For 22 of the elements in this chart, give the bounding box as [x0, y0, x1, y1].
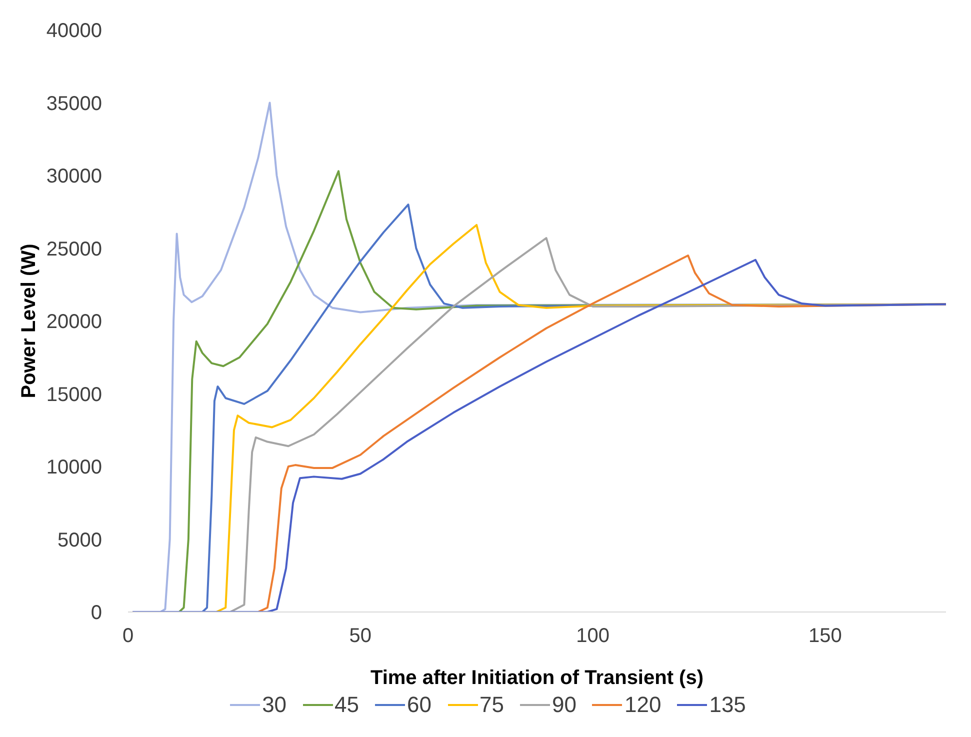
legend-label: 60	[407, 692, 432, 718]
legend-label: 45	[334, 692, 360, 718]
y-tick-label: 25000	[46, 238, 102, 260]
y-tick-label: 15000	[46, 384, 102, 406]
legend-label: 135	[709, 692, 746, 718]
y-tick-label: 35000	[46, 92, 102, 115]
legend-label: 90	[552, 692, 576, 718]
y-tick-label: 5000	[58, 529, 102, 552]
y-tick-label: 10000	[46, 456, 102, 479]
x-tick-label: 50	[349, 625, 372, 648]
y-tick-label: 30000	[46, 166, 102, 188]
x-tick-label: 100	[576, 625, 610, 648]
legend-label: 120	[624, 692, 662, 718]
y-axis-title: Power Level (W)	[18, 244, 40, 398]
y-tick-label: 40000	[46, 20, 102, 42]
x-tick-label: 150	[808, 625, 842, 648]
legend-label: 75	[480, 692, 504, 718]
x-tick-label: 0	[122, 625, 134, 648]
y-tick-label: 20000	[46, 311, 102, 334]
legend-label: 30	[262, 692, 287, 718]
x-axis-title: Time after Initiation of Transient (s)	[370, 667, 704, 689]
y-tick-label: 0	[90, 602, 102, 624]
